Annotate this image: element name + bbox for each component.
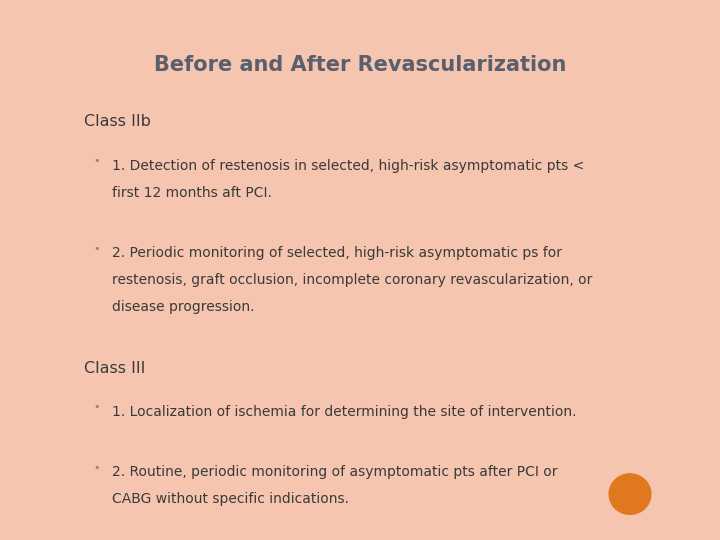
Text: 1. Detection of restenosis in selected, high-risk asymptomatic pts <: 1. Detection of restenosis in selected, … bbox=[112, 159, 585, 173]
Text: •: • bbox=[94, 463, 100, 473]
Text: restenosis, graft occlusion, incomplete coronary revascularization, or: restenosis, graft occlusion, incomplete … bbox=[112, 273, 593, 287]
Text: •: • bbox=[94, 156, 100, 166]
Text: 2. Routine, periodic monitoring of asymptomatic pts after PCI or: 2. Routine, periodic monitoring of asymp… bbox=[112, 465, 558, 480]
Text: Class IIb: Class IIb bbox=[84, 114, 151, 130]
Text: •: • bbox=[94, 244, 100, 254]
Text: CABG without specific indications.: CABG without specific indications. bbox=[112, 492, 349, 507]
Text: •: • bbox=[94, 402, 100, 412]
Text: disease progression.: disease progression. bbox=[112, 300, 255, 314]
Text: Before and After Revascularization: Before and After Revascularization bbox=[154, 55, 566, 75]
Text: 1. Localization of ischemia for determining the site of intervention.: 1. Localization of ischemia for determin… bbox=[112, 405, 577, 419]
Text: first 12 months aft PCI.: first 12 months aft PCI. bbox=[112, 186, 272, 199]
Text: 2. Periodic monitoring of selected, high-risk asymptomatic ps for: 2. Periodic monitoring of selected, high… bbox=[112, 246, 562, 260]
Text: Class III: Class III bbox=[84, 361, 146, 376]
